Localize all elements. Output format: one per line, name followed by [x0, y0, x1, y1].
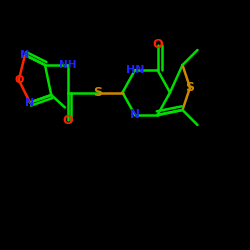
Text: S: S: [93, 86, 102, 99]
Text: N: N: [26, 98, 35, 108]
Text: S: S: [186, 81, 194, 94]
Text: O: O: [152, 38, 163, 52]
Text: O: O: [62, 114, 73, 126]
Text: HN: HN: [126, 65, 144, 75]
Text: N: N: [130, 108, 140, 122]
Text: N: N: [20, 50, 30, 60]
Text: O: O: [14, 75, 24, 85]
Text: NH: NH: [59, 60, 76, 70]
